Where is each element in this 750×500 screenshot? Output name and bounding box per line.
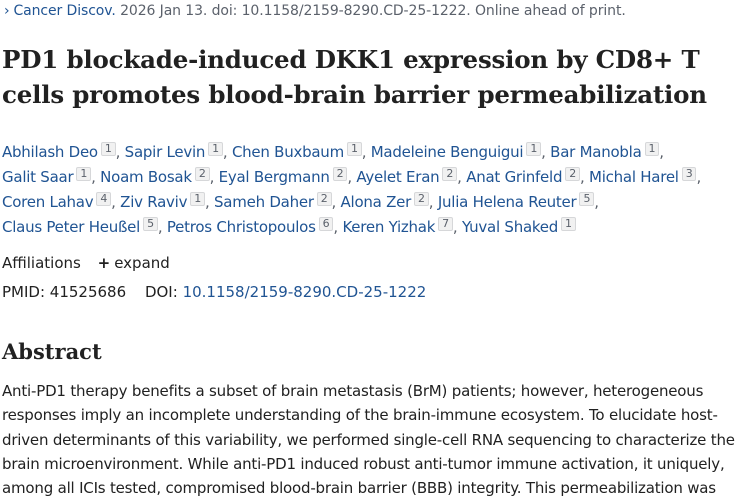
affiliation-number-link[interactable]: 2 [414,192,429,206]
pmid-value: 41525686 [49,283,127,301]
author: Claus Peter Heußel 5 [2,217,158,236]
author-name-link[interactable]: Keren Yizhak [342,218,436,236]
author: Ayelet Eran 2 [356,167,458,186]
title-line-1: PD1 blockade-induced DKK1 expression by … [2,45,700,74]
author-name-link[interactable]: Sapir Levin [124,143,206,161]
author: Coren Lahav 4 [2,192,112,211]
affiliation-number-link[interactable]: 1 [644,142,660,156]
author: Bar Manobla 1 [550,142,660,161]
affiliation-number-link[interactable]: 5 [579,192,595,206]
abstract-line: responses imply an incomplete understand… [2,406,718,425]
affiliation-number-link[interactable]: 2 [565,167,580,181]
author: Ziv Raviv 1 [120,192,205,211]
affiliation-number-link[interactable]: 1 [561,217,576,231]
citation-line: › Cancer Discov. 2026 Jan 13. doi: 10.115… [4,3,626,19]
affiliation-number-link[interactable]: 3 [681,167,697,181]
author: Michal Harel 3 [589,167,697,186]
author-name-link[interactable]: Madeleine Benguigui [370,143,524,161]
author: Eyal Bergmann 2 [218,167,348,186]
identifiers-row: PMID: 41525686 DOI: 10.1158/2159-8290.CD… [2,283,426,301]
affiliation-number-link[interactable]: 1 [190,192,205,206]
abstract-line: among all ICIs tested, compromised blood… [2,479,716,498]
journal-link[interactable]: Cancer Discov. [13,3,116,19]
author-name-link[interactable]: Abhilash Deo [2,143,98,161]
author-name-link[interactable]: Michal Harel [589,168,679,186]
author: Abhilash Deo 1 [2,142,116,161]
affiliation-number-link[interactable]: 1 [346,142,362,156]
author-name-link[interactable]: Bar Manobla [550,143,642,161]
affiliation-number-link[interactable]: 6 [318,217,334,231]
affiliation-number-link[interactable]: 1 [208,142,223,156]
author: Yuval Shaked 1 [461,217,576,236]
author: Petros Christopoulos 6 [166,217,334,236]
author-list: Abhilash Deo 1, Sapir Levin 1, Chen Buxbau… [2,140,742,240]
author-line: Galit Saar 1, Noam Bosak 2, Eyal Bergmann 2… [2,167,702,186]
affiliation-number-link[interactable]: 2 [194,167,210,181]
title-line-2: cells promotes blood-brain barrier perme… [2,80,707,109]
author-line: Coren Lahav 4, Ziv Raviv 1, Sameh Daher 2, … [2,192,599,211]
author-name-link[interactable]: Petros Christopoulos [166,218,316,236]
affiliations-row: Affiliations + expand [2,254,170,272]
author: Keren Yizhak 7 [342,217,453,236]
author-line: Claus Peter Heußel 5, Petros Christopoulo… [2,215,742,240]
abstract-text: Anti-PD1 therapy benefits a subset of br… [2,379,742,500]
author: Chen Buxbaum 1 [231,142,362,161]
author-name-link[interactable]: Anat Grinfeld [466,168,563,186]
author-name-link[interactable]: Ziv Raviv [120,193,188,211]
affiliation-number-link[interactable]: 1 [76,167,92,181]
author-name-link[interactable]: Sameh Daher [214,193,314,211]
affiliation-number-link[interactable]: 2 [332,167,348,181]
abstract-line: Anti-PD1 therapy benefits a subset of br… [2,382,704,400]
pmid-label: PMID: [2,283,46,301]
author: Sapir Levin 1 [124,142,223,161]
affiliation-number-link[interactable]: 1 [100,142,116,156]
author-name-link[interactable]: Alona Zer [340,193,412,211]
doi-label: DOI: [144,283,178,301]
author: Galit Saar 1 [2,167,92,186]
author-name-link[interactable]: Eyal Bergmann [218,168,330,186]
plus-icon: + [97,254,111,272]
author: Madeleine Benguigui 1 [370,142,542,161]
author-name-link[interactable]: Chen Buxbaum [231,143,344,161]
abstract-line: driven determinants of this variability,… [2,430,735,449]
abstract-heading: Abstract [2,339,102,364]
affiliation-number-link[interactable]: 4 [96,192,112,206]
author-name-link[interactable]: Yuval Shaked [461,218,559,236]
author-line: Abhilash Deo 1, Sapir Levin 1, Chen Buxbau… [2,142,664,161]
affiliation-number-link[interactable]: 7 [438,217,453,231]
chevron-right-icon: › [4,3,10,19]
article-title: PD1 blockade-induced DKK1 expression by … [2,42,748,112]
citation-details: 2026 Jan 13. doi: 10.1158/2159-8290.CD-2… [120,3,626,19]
expand-label: expand [114,254,170,272]
affiliation-number-link[interactable]: 1 [526,142,542,156]
author-name-link[interactable]: Noam Bosak [100,168,192,186]
author-name-link[interactable]: Ayelet Eran [356,168,440,186]
abstract-line: brain microenvironment. While anti-PD1 i… [2,454,725,473]
author: Sameh Daher 2 [214,192,332,211]
affiliation-number-link[interactable]: 5 [143,217,158,231]
author-name-link[interactable]: Galit Saar [2,168,74,186]
doi-link[interactable]: 10.1158/2159-8290.CD-25-1222 [182,283,427,301]
author: Alona Zer 2 [340,192,429,211]
affiliation-number-link[interactable]: 2 [442,167,458,181]
expand-affiliations-button[interactable]: + expand [98,254,170,272]
author-name-link[interactable]: Claus Peter Heußel [2,218,141,236]
affiliations-label: Affiliations [2,254,81,272]
author: Julia Helena Reuter 5 [437,192,595,211]
affiliation-number-link[interactable]: 2 [316,192,332,206]
author: Anat Grinfeld 2 [466,167,580,186]
author-name-link[interactable]: Julia Helena Reuter [437,193,577,211]
author: Noam Bosak 2 [100,167,210,186]
author-name-link[interactable]: Coren Lahav [2,193,94,211]
